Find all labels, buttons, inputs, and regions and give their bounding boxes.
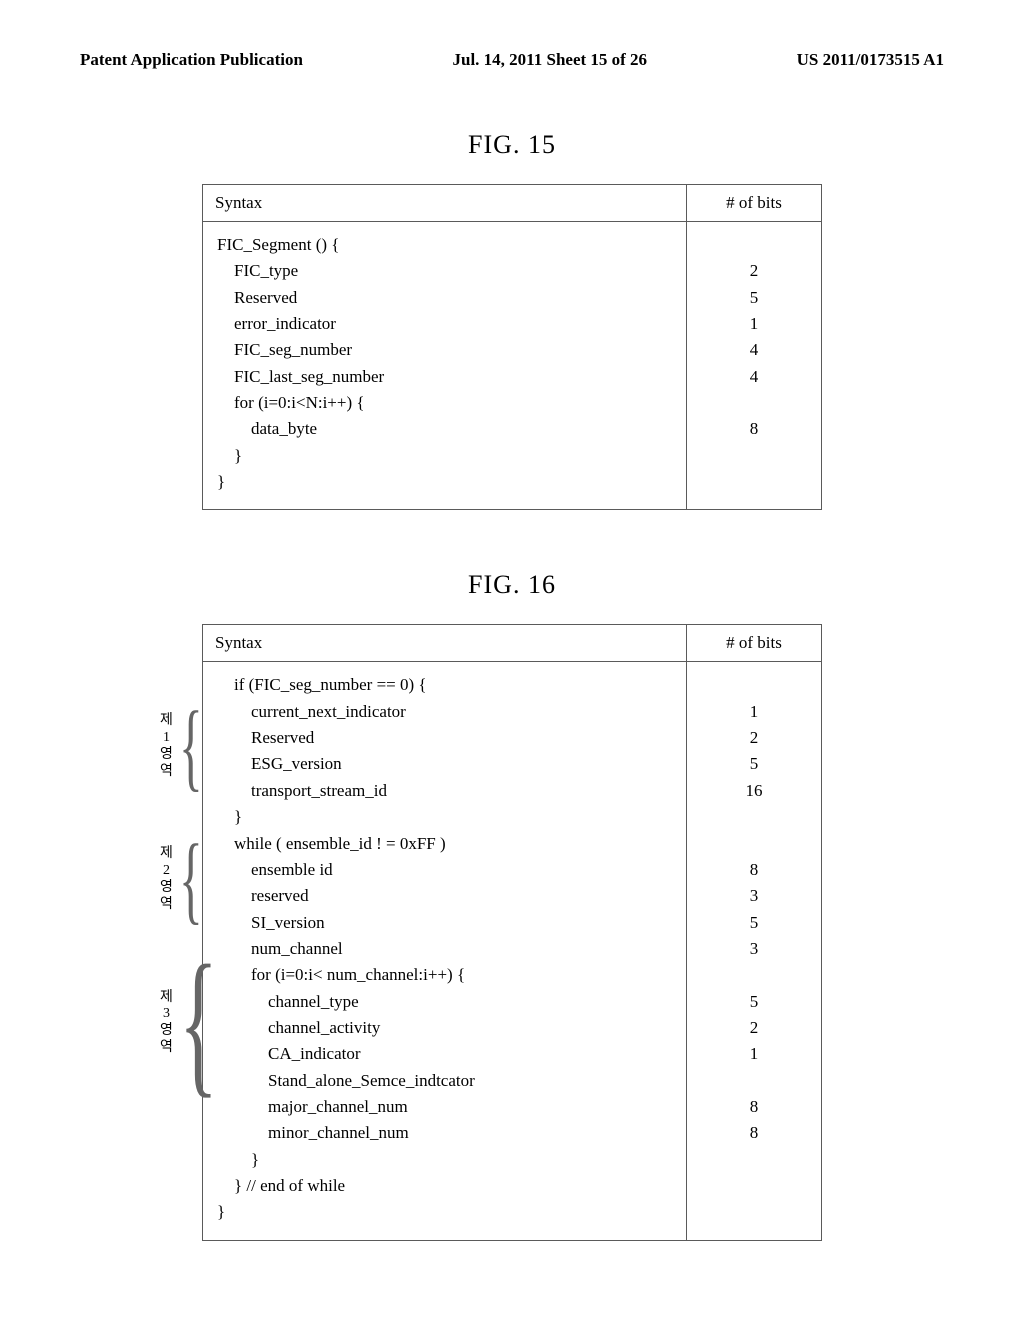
fig16-bits-line: 1: [701, 699, 807, 725]
fig16-bits-line: 5: [701, 910, 807, 936]
fig16-line: SI_version: [217, 910, 672, 936]
fig16-title: FIG. 16: [80, 570, 944, 600]
fig15-bits-cell: 25144 8: [687, 222, 822, 510]
region-label-bottom: 영역: [160, 1023, 173, 1057]
fig16-bits-line: 8: [701, 857, 807, 883]
fig16-table: Syntax # of bits if (FIC_seg_number == 0…: [202, 624, 822, 1240]
fig15-th-syntax: Syntax: [203, 185, 687, 222]
fig16-region-label: 제1영역: [160, 713, 173, 780]
fig16-bits-line: 16: [701, 778, 807, 804]
fig15-line: FIC_Segment () {: [217, 232, 672, 258]
fig16-line: transport_stream_id: [217, 778, 672, 804]
fig16-line: current_next_indicator: [217, 699, 672, 725]
fig16-line: }: [217, 1199, 672, 1225]
fig15-bits-line: [701, 443, 807, 469]
fig15-syntax-cell: FIC_Segment () { FIC_type Reserved error…: [203, 222, 687, 510]
fig16-bits-line: 5: [701, 751, 807, 777]
fig16-line: minor_channel_num: [217, 1120, 672, 1146]
fig16-line: ensemble id: [217, 857, 672, 883]
fig15-line: Reserved: [217, 285, 672, 311]
fig16-line: reserved: [217, 883, 672, 909]
region-label-bottom: 영역: [160, 747, 173, 781]
fig15-line: FIC_last_seg_number: [217, 364, 672, 390]
fig15-bits-line: [701, 390, 807, 416]
fig16-line: channel_activity: [217, 1015, 672, 1041]
fig16-syntax-cell: if (FIC_seg_number == 0) { current_next_…: [203, 662, 687, 1240]
fig16-th-bits: # of bits: [687, 625, 822, 662]
fig16-bits-line: 5: [701, 989, 807, 1015]
brace-icon: {: [179, 840, 203, 919]
region-label-bottom: 영역: [160, 880, 173, 914]
region-label-top: 제1: [160, 713, 173, 747]
fig16-bits-line: 3: [701, 936, 807, 962]
fig16-line: major_channel_num: [217, 1094, 672, 1120]
brace-icon: {: [179, 958, 218, 1088]
fig16-bits-line: [701, 1068, 807, 1094]
fig16-line: } // end of while: [217, 1173, 672, 1199]
fig16-line: for (i=0:i< num_channel:i++) {: [217, 962, 672, 988]
fig15-bits-line: 1: [701, 311, 807, 337]
fig16-region-label: 제2영역: [160, 846, 173, 913]
fig15-table: Syntax # of bits FIC_Segment () { FIC_ty…: [202, 184, 822, 510]
fig16-bits-line: 1: [701, 1041, 807, 1067]
fig15-line: }: [217, 469, 672, 495]
fig15-bits-line: 8: [701, 416, 807, 442]
fig16-line: CA_indicator: [217, 1041, 672, 1067]
region-label-top: 제2: [160, 846, 173, 880]
header-middle: Jul. 14, 2011 Sheet 15 of 26: [453, 50, 648, 70]
fig16-table-wrap: 제1영역{제2영역{제3영역{ Syntax # of bits if (FIC…: [80, 624, 944, 1240]
fig16-line: Stand_alone_Semce_indtcator: [217, 1068, 672, 1094]
fig15-bits-line: 4: [701, 364, 807, 390]
fig15-bits-line: 2: [701, 258, 807, 284]
fig16-bits-line: 2: [701, 725, 807, 751]
fig15-line: FIC_type: [217, 258, 672, 284]
fig16-region-3: 제3영역{: [160, 958, 257, 1088]
page-header: Patent Application Publication Jul. 14, …: [80, 50, 944, 70]
fig16-bits-line: [701, 831, 807, 857]
fig15-line: for (i=0:i<N:i++) {: [217, 390, 672, 416]
header-right: US 2011/0173515 A1: [797, 50, 944, 70]
fig16-bits-line: 8: [701, 1094, 807, 1120]
fig15-bits-line: [701, 469, 807, 495]
fig16-th-syntax: Syntax: [203, 625, 687, 662]
fig16-line: channel_type: [217, 989, 672, 1015]
fig16-line: }: [217, 1147, 672, 1173]
fig16-bits-line: [701, 1173, 807, 1199]
fig16-line: ESG_version: [217, 751, 672, 777]
fig16-region-1: 제1영역{: [160, 707, 226, 786]
fig16-bits-line: 8: [701, 1120, 807, 1146]
fig16-bits-line: [701, 962, 807, 988]
region-label-top: 제3: [160, 990, 173, 1024]
fig16-bits-line: [701, 672, 807, 698]
fig16-bits-line: [701, 804, 807, 830]
fig16-bits-line: 2: [701, 1015, 807, 1041]
fig15-line: error_indicator: [217, 311, 672, 337]
fig15-title: FIG. 15: [80, 130, 944, 160]
fig16-region-2: 제2영역{: [160, 840, 226, 919]
header-left: Patent Application Publication: [80, 50, 303, 70]
fig16-bits-line: [701, 1199, 807, 1225]
fig16-region-label: 제3영역: [160, 990, 173, 1057]
fig16-line: Reserved: [217, 725, 672, 751]
fig16-bits-cell: 12516 8353 521 88: [687, 662, 822, 1240]
fig15-line: FIC_seg_number: [217, 337, 672, 363]
fig15-line: data_byte: [217, 416, 672, 442]
fig15-bits-line: 5: [701, 285, 807, 311]
fig16-line: if (FIC_seg_number == 0) {: [217, 672, 672, 698]
brace-icon: {: [179, 707, 203, 786]
fig15-bits-line: [701, 232, 807, 258]
fig15-line: }: [217, 443, 672, 469]
fig15-table-wrap: Syntax # of bits FIC_Segment () { FIC_ty…: [80, 184, 944, 510]
fig16-line: }: [217, 804, 672, 830]
fig16-line: while ( ensemble_id ! = 0xFF ): [217, 831, 672, 857]
fig16-bits-line: 3: [701, 883, 807, 909]
page: Patent Application Publication Jul. 14, …: [0, 0, 1024, 1320]
fig15-bits-line: 4: [701, 337, 807, 363]
fig16-line: num_channel: [217, 936, 672, 962]
fig15-th-bits: # of bits: [687, 185, 822, 222]
fig16-bits-line: [701, 1147, 807, 1173]
